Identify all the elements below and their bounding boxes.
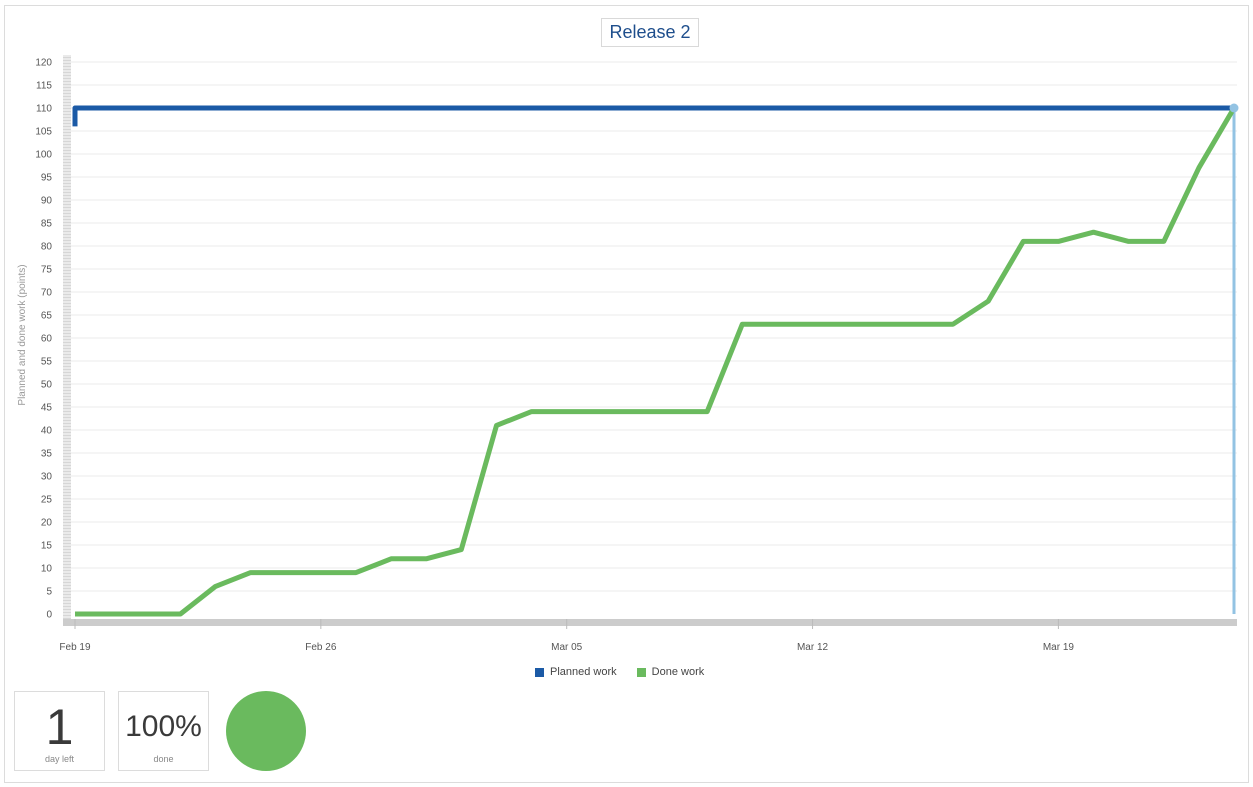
y-axis-label: Planned and done work (points)	[17, 264, 28, 405]
burnup-chart: 0 5 10 15 20 25 30 35 40 45 50 55 60 65 70 75 80 85 90 95 10…	[17, 55, 1239, 653]
y-tick-label: 100	[35, 150, 52, 161]
y-tick-label: 75	[41, 265, 53, 276]
legend-item-done-work[interactable]: Done work	[636, 666, 705, 678]
legend: Planned work Done work	[535, 664, 724, 680]
percent-done-value: 100%	[125, 710, 202, 743]
y-tick-label: 60	[41, 334, 53, 345]
series-line-done-work	[75, 106, 1237, 617]
days-left-label: day left	[44, 754, 75, 764]
y-tick-label: 65	[41, 311, 53, 322]
chart-panel	[4, 5, 1249, 783]
days-left-value: 1	[45, 699, 74, 755]
legend-item-planned-work[interactable]: Planned work	[535, 666, 617, 678]
today-marker-point	[1229, 103, 1239, 113]
days-left-card: 1 day left	[14, 691, 105, 771]
y-tick-label: 80	[41, 242, 53, 253]
y-tick-label: 30	[41, 472, 53, 483]
y-tick-label: 120	[35, 58, 52, 69]
series-line-planned-work	[72, 105, 1234, 127]
status-indicator	[226, 691, 306, 771]
x-tick-label: Feb 26	[305, 642, 337, 653]
legend-label-planned-work: Planned work	[550, 666, 617, 678]
y-tick-label: 40	[41, 426, 53, 437]
y-tick-label: 10	[41, 564, 53, 575]
y-tick-label: 50	[41, 380, 53, 391]
y-tick-label: 85	[41, 219, 53, 230]
y-tick-label: 90	[41, 196, 53, 207]
y-tick-label: 110	[36, 104, 52, 115]
y-tick-label: 0	[46, 610, 52, 621]
y-tick-label: 35	[41, 449, 53, 460]
y-tick-label: 115	[36, 81, 52, 92]
axes: 0 5 10 15 20 25 30 35 40 45 50 55 60 65 70 75 80 85 90 95 10…	[35, 55, 1237, 653]
grid-lines	[65, 61, 1237, 592]
legend-swatch-done-work	[636, 667, 646, 677]
x-tick-label: Mar 19	[1043, 642, 1075, 653]
x-tick-label: Mar 05	[551, 642, 583, 653]
legend-label-done-work: Done work	[651, 666, 705, 678]
y-tick-label: 70	[41, 288, 53, 299]
x-tick-label: Feb 19	[59, 642, 91, 653]
percent-done-label: done	[153, 754, 174, 764]
x-axis-bar	[63, 619, 1237, 626]
y-tick-label: 15	[41, 541, 53, 552]
chart-title: Release 2	[601, 18, 699, 47]
series-lines	[72, 103, 1239, 617]
legend-swatch-planned-work	[535, 667, 544, 677]
y-axis-bar	[63, 55, 71, 620]
y-tick-label: 45	[41, 403, 53, 414]
y-tick-label: 55	[41, 357, 53, 368]
y-tick-label: 95	[41, 173, 53, 184]
y-tick-label: 20	[41, 518, 53, 529]
chart-title-text: Release 2	[609, 22, 691, 42]
y-tick-label: 5	[46, 587, 52, 598]
y-tick-label: 25	[41, 495, 53, 506]
y-tick-label: 105	[35, 127, 52, 138]
percent-done-card: 100% done	[118, 691, 209, 771]
x-tick-label: Mar 12	[797, 642, 829, 653]
